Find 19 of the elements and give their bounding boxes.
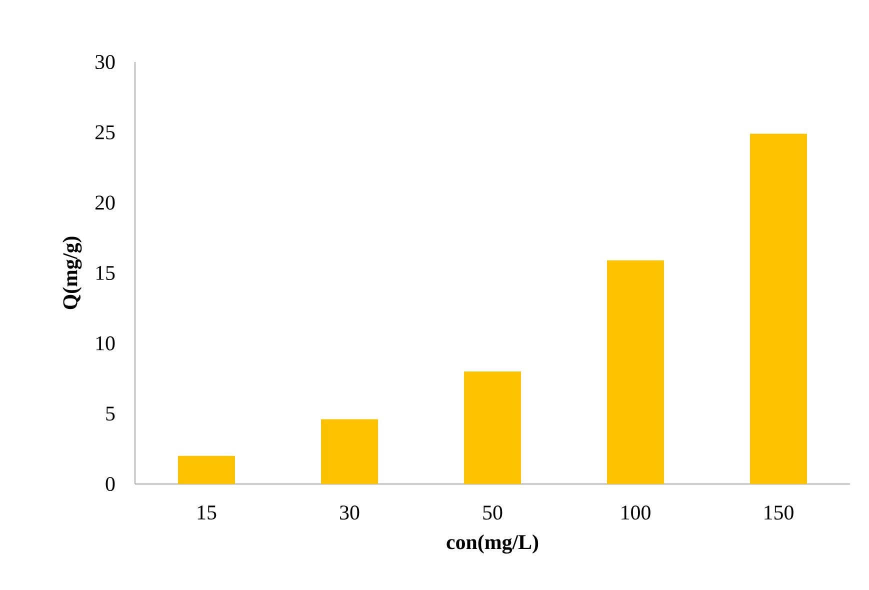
x-tick-label: 50	[483, 506, 502, 520]
y-tick-label: 10	[96, 336, 115, 350]
y-tick-label: 20	[95, 196, 115, 210]
bar	[607, 260, 664, 484]
bar	[464, 371, 522, 484]
bar	[178, 456, 235, 484]
y-axis-title: Q(mg/g)	[62, 236, 82, 310]
x-tick-label: 30	[340, 506, 360, 520]
bar	[321, 419, 378, 484]
x-tick-label: 15	[198, 506, 216, 520]
y-tick-label: 15	[96, 266, 115, 280]
y-tick-label: 25	[95, 125, 115, 140]
y-tick-label: 5	[106, 406, 115, 421]
x-tick-label: 100	[622, 506, 650, 520]
bar	[750, 134, 808, 484]
y-tick-label: 0	[106, 476, 115, 492]
x-axis-title: con(mg/L)	[446, 534, 538, 554]
y-tick-label: 30	[96, 54, 115, 70]
x-tick-label: 150	[764, 506, 794, 520]
